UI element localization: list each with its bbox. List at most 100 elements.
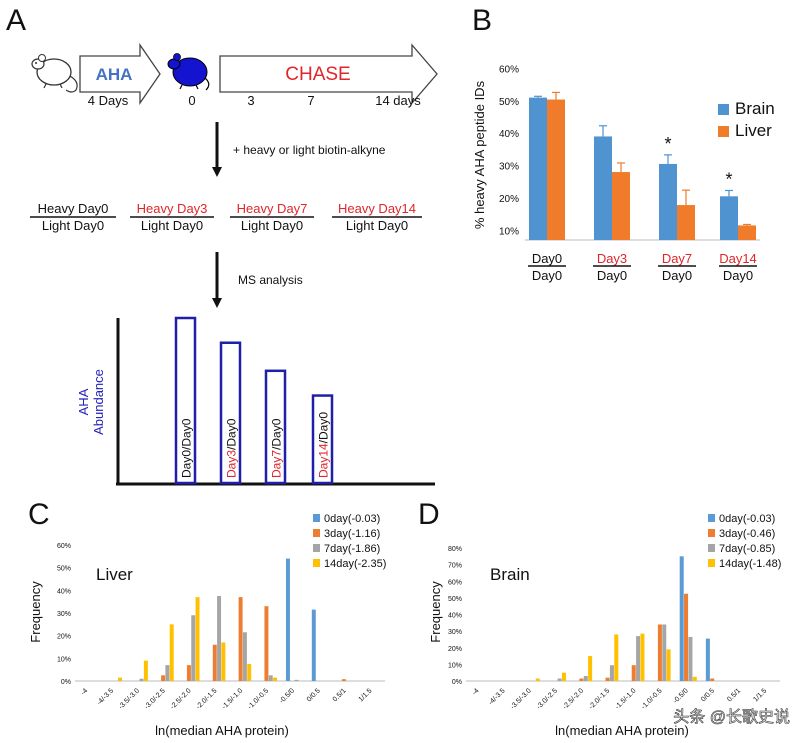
hist-bar [657, 624, 662, 681]
x-tick-label: 0.5/1 [726, 687, 742, 703]
y-tick-label: 40% [448, 613, 462, 620]
hist-bar [221, 642, 226, 681]
ratio-top-4: Heavy Day14 [338, 201, 416, 216]
y-tick-label: 60% [57, 543, 71, 550]
hist-bar [118, 677, 123, 681]
aha-label: AHA [96, 65, 133, 84]
category-label-bottom: Day0 [662, 268, 692, 283]
hist-bar [143, 660, 148, 681]
ratio-top-3: Heavy Day7 [237, 201, 308, 216]
x-tick-label: -3.0/-2.5 [536, 687, 559, 710]
panel-letter-c: C [28, 498, 50, 531]
abundance-box-label: Day14/Day0 [317, 412, 331, 478]
legend-swatch [313, 514, 320, 522]
hist-bar [557, 678, 562, 681]
y-tick-label: 30% [448, 629, 462, 636]
x-tick-label: 0/0.5 [700, 687, 716, 703]
ratio-bottom-2: Light Day0 [141, 218, 203, 233]
x-tick-label: -3.5/-3.0 [509, 687, 532, 710]
bar-brain [529, 97, 547, 240]
y-tick-label: 20% [448, 646, 462, 653]
hist-bar [710, 678, 715, 681]
x-tick-label: -2.5/-2.0 [562, 687, 585, 710]
mouse-icon [31, 54, 78, 93]
abundance-box [174, 316, 197, 485]
y-tick-label: 10% [57, 656, 71, 663]
category-label-bottom: Day0 [532, 268, 562, 283]
hist-bar [139, 678, 144, 681]
chart-c-xlabel: ln(median AHA protein) [155, 723, 289, 738]
ratio-top-1: Heavy Day0 [38, 201, 109, 216]
legend-swatch [708, 514, 715, 522]
hist-bar [161, 675, 166, 681]
hist-bar [285, 558, 290, 681]
hist-bar [273, 677, 278, 681]
y-tick-label: 30% [57, 611, 71, 618]
abundance-box-label: Day3/Day0 [225, 418, 239, 478]
day-zero-label: 0 [188, 93, 195, 108]
abundance-box [264, 369, 287, 485]
step2-note: MS analysis [238, 273, 303, 287]
hist-bar [247, 664, 252, 681]
y-tick-label: 0% [61, 679, 71, 686]
legend-label: 0day(-0.03) [719, 513, 775, 525]
ratio-bottom-3: Light Day0 [241, 218, 303, 233]
hist-bar [688, 636, 693, 681]
ratio-top-2: Heavy Day3 [137, 201, 208, 216]
chase-tick-7: 7 [307, 93, 314, 108]
legend-swatch [313, 559, 320, 567]
hist-bar [212, 644, 217, 681]
hist-bar [195, 597, 200, 681]
x-tick-label: -1.0/-0.5 [247, 687, 270, 710]
x-tick-label: 0/0.5 [306, 687, 322, 703]
legend-label: Liver [735, 121, 772, 140]
x-tick-label: -0.5/0 [278, 687, 296, 705]
hist-bar [169, 624, 174, 681]
x-tick-label: -3.0/-2.5 [143, 687, 166, 710]
y-tick-label: 80% [448, 546, 462, 553]
hist-bar [238, 597, 243, 681]
y-tick-label: 20% [57, 634, 71, 641]
category-label-bottom: Day0 [597, 268, 627, 283]
legend-label: 3day(-0.46) [719, 528, 775, 540]
abundance-box [311, 394, 334, 485]
x-tick-label: 1/1.5 [752, 687, 768, 703]
x-tick-label: -4 [471, 687, 480, 696]
abundance-ylabel-2: Abundance [91, 369, 106, 435]
legend-swatch [718, 104, 729, 115]
bar-liver [738, 225, 756, 240]
chart-c-inset-label: Liver [96, 565, 133, 584]
chart-d: 0% 10% 20% 30% 40% 50% 60% 70% 80% -4 -4/-3.5 -3.5/… [448, 513, 781, 711]
x-tick-label: -0.5/0 [672, 687, 690, 705]
x-tick-label: -2.0/-1.5 [588, 687, 611, 710]
legend-label: 0day(-0.03) [324, 513, 380, 525]
chart-b-ylabel: % heavy AHA peptide IDs [472, 80, 487, 229]
y-tick-label: 30% [499, 162, 519, 173]
hist-bar [583, 676, 588, 681]
chart-d-xlabel: ln(median AHA protein) [555, 723, 689, 738]
abundance-box [219, 341, 242, 485]
hist-bar [294, 679, 299, 681]
x-tick-label: -4/-3.5 [96, 687, 115, 706]
chase-label: CHASE [285, 64, 350, 85]
chart-c-ylabel: Frequency [28, 581, 43, 643]
chart-d-ylabel: Frequency [428, 581, 443, 643]
hist-bar [264, 606, 269, 681]
legend-label: Brain [735, 99, 775, 118]
bar-liver [547, 99, 565, 241]
labeled-mouse-icon [167, 53, 210, 91]
abundance-box-label: Day7/Day0 [270, 418, 284, 478]
legend-label: 7day(-0.85) [719, 543, 775, 555]
y-tick-label: 20% [499, 194, 519, 205]
panel-c: C Liver Frequency ln(median AHA protein)… [28, 498, 386, 738]
hist-bar [614, 634, 619, 681]
bar-liver [612, 172, 630, 240]
panel-letter-b: B [472, 4, 492, 37]
hist-bar [631, 665, 636, 681]
aha-duration: 4 Days [88, 93, 129, 108]
panel-d: D Brain Frequency ln(median AHA protein)… [418, 498, 781, 738]
hist-bar [662, 624, 667, 681]
hist-bar [679, 556, 684, 681]
legend-label: 14day(-2.35) [324, 558, 386, 570]
hist-bar [684, 593, 689, 681]
